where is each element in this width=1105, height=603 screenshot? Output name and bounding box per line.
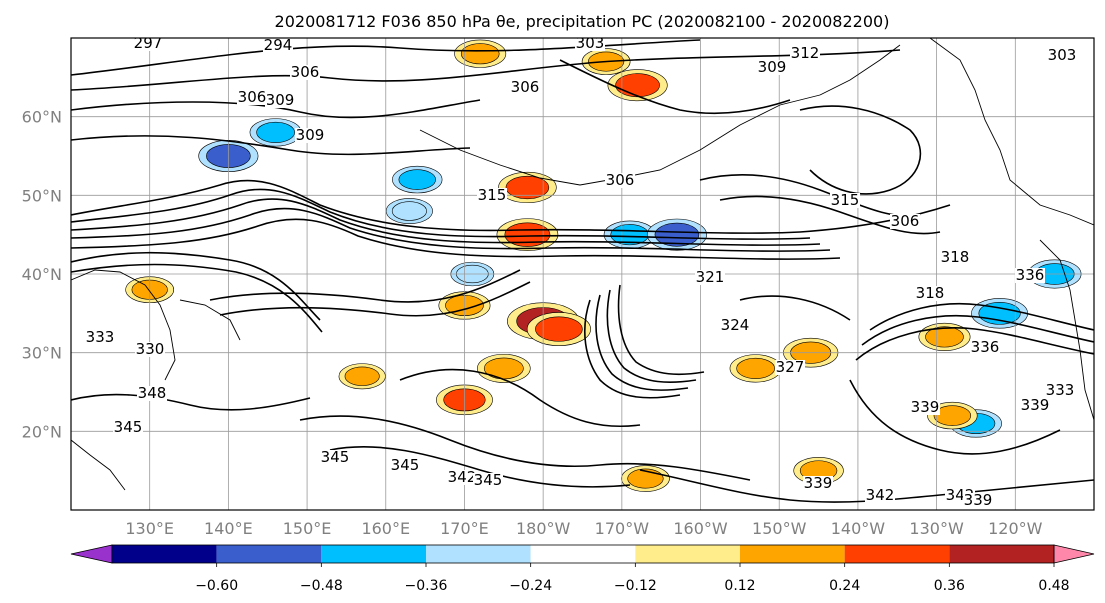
precip-patch-core	[398, 169, 436, 190]
lon-tick-label: 160°W	[673, 519, 728, 538]
lat-tick-label: 50°N	[22, 186, 62, 205]
colorbar-segment	[426, 545, 531, 563]
colorbar-segment	[635, 545, 740, 563]
lon-tick-label: 130°E	[125, 519, 174, 538]
contour-label: 303	[1048, 46, 1077, 64]
precip-patch-core	[505, 175, 550, 200]
contour-label: 339	[964, 491, 993, 509]
contour-label: 336	[1016, 266, 1045, 284]
contour-label: 318	[916, 284, 945, 302]
lat-tick-label: 20°N	[22, 422, 62, 441]
colorbar-extend-high	[1053, 544, 1095, 564]
contour-label: 345	[114, 418, 143, 436]
contour-label: 330	[136, 340, 165, 358]
lon-tick-label: 180°W	[516, 519, 571, 538]
contour-label: 309	[758, 58, 787, 76]
colorbar-tick-label: −0.60	[195, 578, 238, 594]
colorbar-extend-low	[70, 544, 113, 564]
lon-tick-label: 130°W	[909, 519, 964, 538]
contour-label: 345	[474, 471, 503, 489]
contour-label: 333	[86, 328, 115, 346]
contour-label: 336	[971, 338, 1000, 356]
graticule	[71, 38, 1094, 510]
precip-patch-core	[933, 405, 972, 426]
precip-patch-core	[736, 357, 775, 379]
contour-label: 339	[804, 474, 833, 492]
lon-tick-label: 160°E	[361, 519, 410, 538]
contour-label: 303	[576, 34, 605, 52]
lat-tick-label: 30°N	[22, 344, 62, 363]
contour-label: 321	[696, 268, 725, 286]
colorbar-segment	[844, 545, 950, 563]
colorbar-segment	[740, 545, 845, 563]
contour-label: 348	[138, 384, 167, 402]
contour-label: 324	[721, 316, 750, 334]
lon-tick-label: 140°W	[831, 519, 886, 538]
precip-patch-core	[483, 357, 524, 380]
lon-tick-label: 120°W	[988, 519, 1043, 538]
lon-tick-label: 150°E	[283, 519, 332, 538]
contour-label: 306	[606, 171, 635, 189]
contour-label: 306	[291, 63, 320, 81]
contour-label: 294	[264, 36, 293, 54]
contour-label: 315	[478, 186, 507, 204]
contour-label: 345	[321, 448, 350, 466]
lon-tick-label: 150°W	[752, 519, 807, 538]
contour-label: 315	[831, 191, 860, 209]
colorbar-tick-label: 0.12	[724, 578, 755, 594]
contour-label: 309	[296, 126, 325, 144]
contour-label: 306	[891, 212, 920, 230]
contour-label: 306	[238, 88, 267, 106]
precip-patch-core	[654, 222, 700, 247]
contour-label: 306	[511, 78, 540, 96]
colorbar-tick-label: 0.36	[934, 578, 965, 594]
colorbar-segment	[949, 545, 1054, 563]
contour-label: 339	[1021, 396, 1050, 414]
lat-tick-label: 40°N	[22, 265, 62, 284]
colorbar-tick-label: −0.48	[300, 578, 343, 594]
lon-tick-label: 170°W	[595, 519, 650, 538]
precip-patch-core	[504, 222, 551, 247]
precip-patch-core	[391, 201, 427, 221]
precip-patch-core	[460, 43, 500, 65]
contour-label: 342	[448, 468, 477, 486]
contour-label: 318	[941, 248, 970, 266]
colorbar: −0.60 −0.48 −0.36 −0.24 −0.12 0.12 0.24 0.36 0.4…	[70, 544, 1095, 594]
colorbar-tick-label: −0.12	[614, 578, 657, 594]
colorbar-segment	[530, 545, 636, 563]
latitude-ticks: 20°N 30°N 40°N 50°N 60°N	[22, 108, 62, 442]
precip-patch-core	[256, 121, 295, 143]
colorbar-tick-label: 0.48	[1038, 578, 1069, 594]
colorbar-segment	[216, 545, 322, 563]
lon-tick-label: 140°E	[204, 519, 253, 538]
contour-label: 339	[911, 398, 940, 416]
contour-label: 309	[266, 91, 295, 109]
colorbar-segment	[321, 545, 426, 563]
lon-tick-label: 170°E	[440, 519, 489, 538]
contour-label: 333	[1046, 381, 1075, 399]
longitude-ticks: 130°E 140°E 150°E 160°E 170°E 180°W 170°W 160°W…	[125, 519, 1042, 538]
contour-label: 312	[791, 44, 820, 62]
contour-label: 327	[776, 358, 805, 376]
colorbar-tick-label: 0.24	[829, 578, 860, 594]
colorbar-tick-label: −0.24	[509, 578, 552, 594]
contour-label: 342	[866, 486, 895, 504]
contour-label: 297	[134, 34, 163, 52]
precip-patch-core	[535, 316, 583, 342]
lat-tick-label: 60°N	[22, 108, 62, 127]
precip-patch-core	[925, 326, 964, 348]
precip-patch-core	[344, 366, 380, 386]
colorbar-segment	[112, 545, 217, 563]
contour-label: 345	[391, 456, 420, 474]
colorbar-tick-label: −0.36	[405, 578, 448, 594]
figure-title: 2020081712 F036 850 hPa θe, precipitatio…	[275, 12, 890, 31]
